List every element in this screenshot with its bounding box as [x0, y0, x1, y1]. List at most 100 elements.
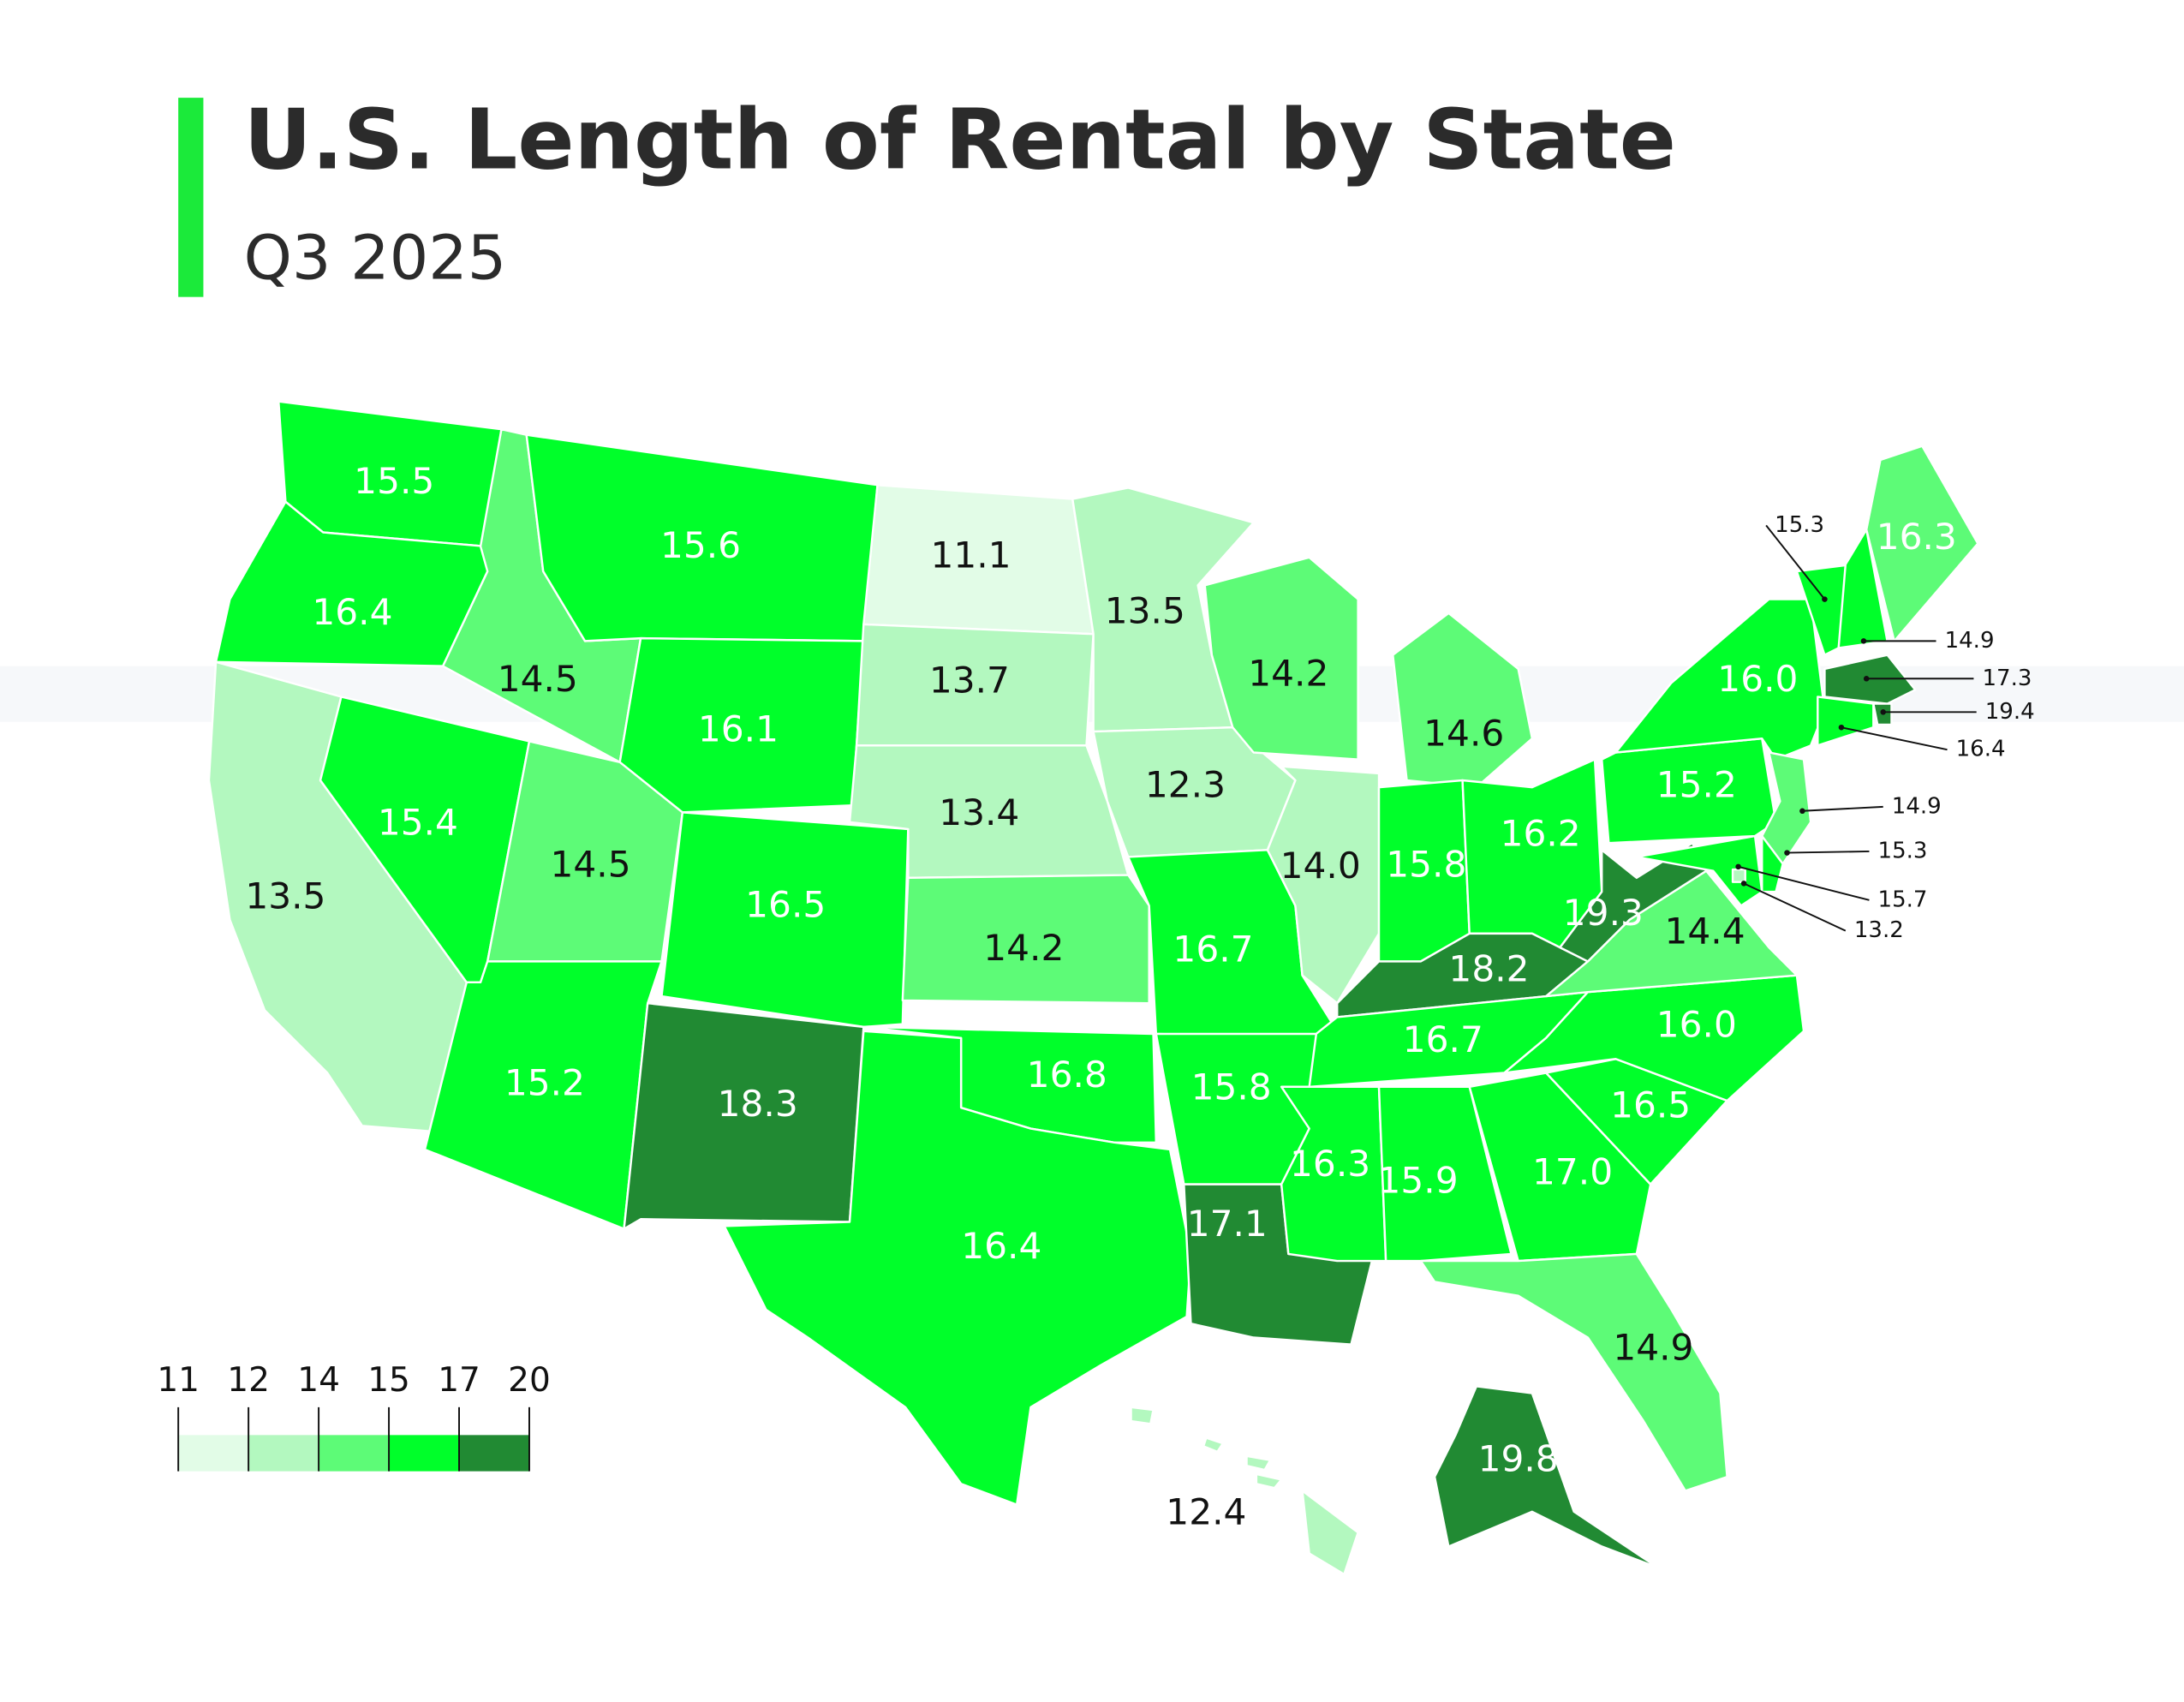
legend-tick-label: 11	[157, 1361, 200, 1400]
state	[618, 636, 865, 814]
value-label: 16.3	[1877, 516, 1957, 558]
value-label: 14.9	[1892, 793, 1942, 819]
leader-dot	[1735, 863, 1741, 870]
leader-line	[1765, 524, 1826, 600]
state	[1731, 868, 1746, 883]
state	[1503, 974, 1805, 1102]
legend-swatch	[178, 1435, 249, 1472]
leader-line	[1841, 726, 1948, 751]
value-label: 15.8	[1386, 843, 1466, 885]
legend-tick-label: 15	[367, 1361, 410, 1400]
value-label: 17.3	[1982, 666, 2032, 691]
leader-line	[1802, 805, 1883, 812]
state	[1203, 556, 1359, 761]
value-label: 17.0	[1532, 1151, 1613, 1193]
value-label: 16.4	[312, 591, 392, 633]
value-label: 15.6	[660, 524, 741, 566]
value-label: 19.4	[1985, 699, 2035, 725]
state	[1559, 841, 1708, 963]
leader-dot	[1880, 709, 1886, 715]
legend-swatch	[248, 1435, 319, 1472]
leader-dot	[1838, 724, 1845, 731]
leader-line	[1743, 882, 1847, 932]
value-label: 11.1	[930, 534, 1011, 576]
state	[660, 811, 910, 1029]
state	[423, 960, 663, 1230]
legend-tick-label: 17	[438, 1361, 480, 1400]
value-label: 15.4	[378, 802, 458, 844]
value-label: 15.7	[1878, 887, 1928, 912]
value-label: 18.2	[1448, 947, 1529, 989]
state	[623, 1001, 865, 1230]
value-label: 16.5	[1610, 1084, 1691, 1126]
value-label: 14.9	[1945, 628, 1995, 654]
leader-line	[1787, 850, 1870, 854]
value-label: 12.3	[1145, 764, 1226, 806]
value-label: 16.4	[961, 1225, 1041, 1267]
value-label: 14.2	[1248, 653, 1328, 695]
value-label: 13.5	[1105, 589, 1185, 631]
state	[723, 1030, 1192, 1506]
value-label: 18.3	[718, 1083, 798, 1125]
value-label: 15.9	[1377, 1159, 1458, 1201]
value-label: 16.0	[1656, 1003, 1737, 1045]
value-label: 14.6	[1423, 712, 1504, 754]
value-label: 14.5	[550, 843, 630, 885]
value-label: 14.4	[1665, 910, 1745, 952]
value-label: 14.0	[1280, 845, 1361, 887]
value-label: 13.7	[929, 660, 1010, 702]
legend-tick-label: 12	[227, 1361, 270, 1400]
state	[1377, 1085, 1513, 1263]
value-label: 15.5	[354, 460, 434, 502]
value-label: 15.3	[1775, 512, 1824, 538]
states	[207, 400, 1979, 1576]
state	[1419, 1252, 1728, 1492]
legend-swatch	[459, 1435, 529, 1472]
value-label: 17.1	[1187, 1203, 1268, 1245]
value-label: 16.8	[1027, 1054, 1107, 1096]
leader-dot	[1863, 676, 1870, 682]
value-label: 14.2	[983, 927, 1064, 969]
leader-dot	[1860, 638, 1867, 644]
leader-dot	[1799, 808, 1805, 815]
value-label: 16.1	[698, 708, 779, 750]
value-label: 19.8	[1478, 1438, 1559, 1480]
state	[1392, 612, 1534, 789]
value-label: 19.3	[1563, 892, 1644, 934]
value-label: 15.2	[504, 1062, 585, 1104]
legend-swatch	[389, 1435, 460, 1472]
legend-swatch	[319, 1435, 390, 1472]
value-label: 13.5	[245, 875, 325, 917]
title: U.S. Length of Rental by State	[244, 91, 1676, 188]
value-label: 15.3	[1878, 838, 1928, 863]
state	[486, 740, 684, 963]
value-label: 16.5	[745, 883, 826, 925]
state	[1817, 696, 1875, 747]
value-label: 14.9	[1613, 1327, 1693, 1369]
value-label: 13.4	[939, 791, 1019, 833]
state	[901, 874, 1150, 1005]
leader-dot	[1822, 596, 1828, 602]
legend-tick-label: 14	[297, 1361, 340, 1400]
value-label: 16.0	[1717, 658, 1798, 700]
state	[1635, 834, 1763, 907]
value-label: 15.2	[1656, 764, 1737, 806]
value-label: 15.8	[1191, 1066, 1272, 1108]
labels: 15.5 16.4 13.5 14.5 15.4 15.6 16.1 14.5 15.2 16.5…	[245, 460, 2034, 1532]
value-label: 12.4	[1166, 1491, 1246, 1533]
leader-dot	[1784, 850, 1790, 856]
state	[1865, 445, 1979, 642]
state	[1130, 1406, 1359, 1576]
value-label: 16.7	[1403, 1018, 1483, 1060]
subtitle: Q3 2025	[244, 223, 507, 294]
legend: 11 12 14 15 17 20	[157, 1361, 551, 1472]
legend-tick-label: 20	[508, 1361, 551, 1400]
value-label: 16.2	[1501, 813, 1581, 855]
value-label: 16.7	[1173, 929, 1253, 970]
value-label: 16.4	[1956, 737, 2006, 762]
leader-dot	[1740, 881, 1747, 887]
value-label: 13.2	[1854, 917, 1904, 943]
value-label: 16.3	[1290, 1143, 1370, 1185]
